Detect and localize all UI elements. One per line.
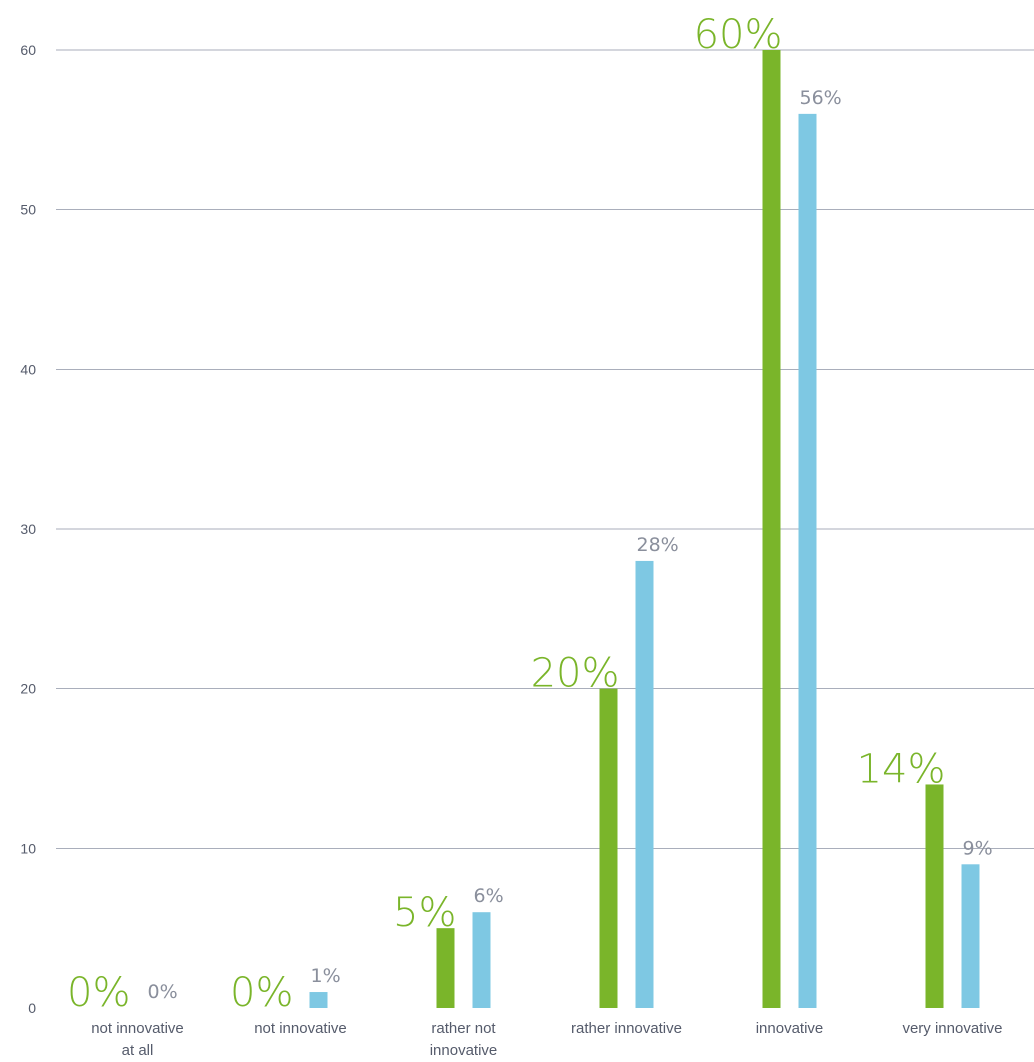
data-label-series-2: 56%: [800, 87, 842, 109]
x-tick-label: innovative: [430, 1042, 498, 1059]
grid-lines: [56, 49, 1034, 849]
data-label-series-1: 0%: [67, 970, 130, 1016]
data-label-series-1: 20%: [531, 651, 620, 697]
bar-series-1: [925, 784, 944, 1008]
x-axis-ticks: not innovative at all not innovative rather…: [91, 1020, 1002, 1059]
y-tick-label: 30: [20, 521, 36, 537]
data-labels: 0% 0% 0% 1% 5% 6% 20% 28% 60% 56% 14% 9%: [67, 12, 993, 1016]
data-label-series-1: 14%: [857, 746, 946, 792]
y-tick-label: 60: [20, 42, 36, 58]
data-label-series-1: 0%: [230, 970, 293, 1016]
data-label-series-2: 0%: [148, 981, 178, 1003]
bar-series-1: [599, 688, 618, 1008]
bar-series-1: [436, 928, 455, 1008]
data-label-series-2: 6%: [474, 885, 504, 907]
bar-series-2: [961, 864, 980, 1008]
x-tick-label: not innovative: [254, 1020, 347, 1037]
bars: [309, 50, 980, 1008]
bar-series-1: [762, 50, 781, 1008]
x-tick-label: rather not: [431, 1020, 496, 1037]
bar-series-2: [635, 560, 654, 1008]
x-tick-label: rather innovative: [571, 1020, 682, 1037]
data-label-series-2: 28%: [637, 534, 679, 556]
x-tick-label: at all: [122, 1042, 154, 1059]
x-tick-label: not innovative: [91, 1020, 184, 1037]
x-tick-label: very innovative: [902, 1020, 1002, 1037]
y-tick-label: 0: [28, 1000, 36, 1016]
y-axis-ticks: 0 10 20 30 40 50 60: [20, 42, 36, 1016]
bar-series-2: [309, 992, 328, 1008]
bar-series-2: [798, 113, 817, 1008]
data-label-series-2: 9%: [963, 837, 993, 859]
y-tick-label: 40: [20, 361, 36, 377]
y-tick-label: 50: [20, 202, 36, 218]
y-tick-label: 20: [20, 681, 36, 697]
data-label-series-1: 5%: [393, 890, 456, 936]
data-label-series-2: 1%: [311, 965, 341, 987]
y-tick-label: 10: [20, 840, 36, 856]
x-tick-label: innovative: [756, 1020, 824, 1037]
bar-series-2: [472, 912, 491, 1008]
data-label-series-1: 60%: [694, 12, 783, 58]
